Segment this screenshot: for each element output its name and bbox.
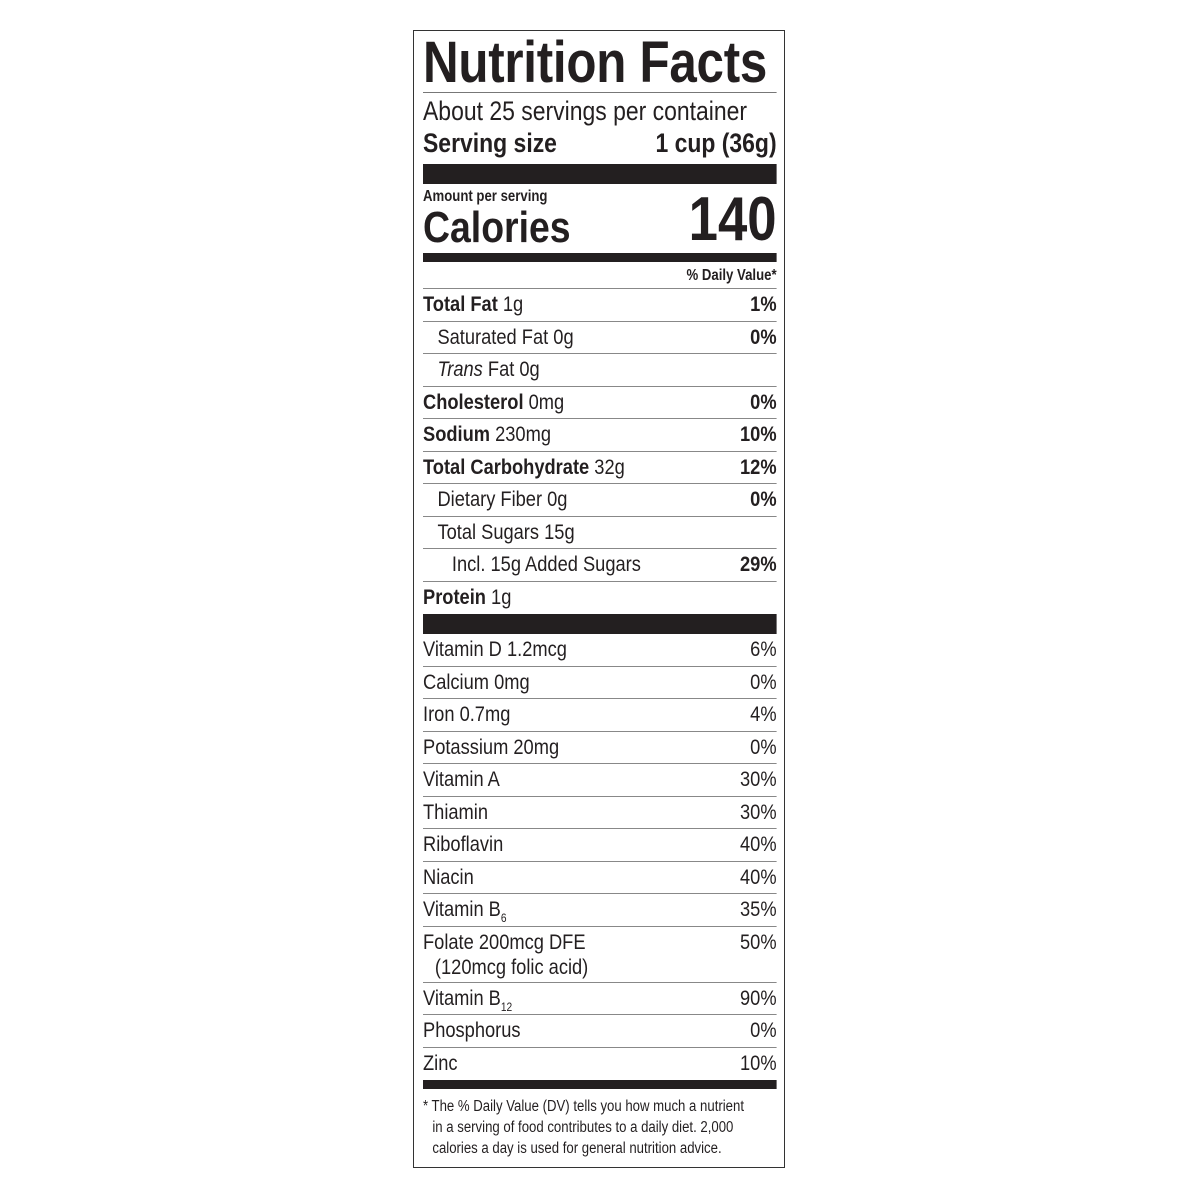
vitamin-row: Vitamin A 30% — [423, 764, 777, 797]
nutrient-name: Total Carbohydrate — [423, 454, 590, 479]
vitamin-dv: 40% — [740, 864, 777, 889]
vitamin-dv: 10% — [740, 1051, 777, 1076]
footnote-line: in a serving of food contributes to a da… — [432, 1119, 734, 1136]
nutrient-name: Saturated Fat — [437, 324, 549, 349]
vitamin-row: Calcium 0mg 0% — [423, 667, 777, 699]
nutrient-name: Dietary Fiber — [437, 487, 543, 512]
vitamin-row: Thiamin 30% — [423, 797, 777, 829]
vitamin-dv: 0% — [750, 734, 777, 759]
vitamin-name: Vitamin B — [423, 985, 501, 1010]
calories-row: Amount per serving Calories 140 — [423, 188, 777, 251]
nutrient-amount: 0mg — [528, 389, 565, 414]
nutrient-row: Trans Fat 0g — [423, 354, 777, 387]
vitamin-dv: 4% — [750, 702, 777, 727]
vitamin-row: Niacin 40% — [423, 862, 777, 894]
nutrient-row: Total Carbohydrate 32g 12% — [423, 452, 777, 484]
calories-value: 140 — [688, 185, 777, 254]
vitamin-name: Niacin — [423, 864, 474, 889]
servings-per-container: About 25 servings per container — [423, 96, 748, 126]
vitamin-row: Vitamin B12 90% — [423, 983, 777, 1015]
vitamin-name: Vitamin D 1.2mcg — [423, 637, 567, 662]
footnote-line: calories a day is used for general nutri… — [432, 1140, 722, 1157]
vitamin-name: Vitamin A — [423, 767, 500, 792]
vitamin-dv: 50% — [740, 929, 777, 954]
nutrition-facts-label: Nutrition Facts About 25 servings per co… — [413, 30, 785, 1168]
vitamin-subscript: 6 — [500, 911, 507, 926]
nutrient-amount: 230mg — [495, 422, 551, 447]
thick-divider — [423, 614, 777, 634]
vitamin-name: Calcium 0mg — [423, 669, 530, 694]
nutrient-amount: 1g — [502, 292, 524, 317]
nutrient-row: Dietary Fiber 0g 0% — [423, 484, 777, 517]
medium-divider — [423, 253, 777, 262]
vitamin-row: Folate 200mcg DFE (120mcg folic acid) 50% — [423, 927, 777, 983]
nutrient-row: Cholesterol 0mg 0% — [423, 387, 777, 419]
footnote-line: * The % Daily Value (DV) tells you how m… — [423, 1098, 744, 1115]
serving-size: Serving size 1 cup (36g) — [423, 127, 777, 159]
vitamin-dv: 6% — [750, 637, 777, 662]
nutrient-name: Trans — [437, 357, 483, 382]
serving-size-value: 1 cup (36g) — [655, 128, 777, 158]
nutrient-row: Protein 1g — [423, 582, 777, 615]
vitamin-row: Vitamin B6 35% — [423, 894, 777, 927]
nutrient-dv: 12% — [740, 454, 777, 479]
vitamin-name: Zinc — [423, 1051, 458, 1076]
nutrient-amount: Fat 0g — [487, 357, 540, 382]
vitamin-dv: 90% — [740, 985, 777, 1010]
nutrient-name: Sodium — [423, 422, 491, 447]
nutrient-amount: 1g — [491, 585, 512, 610]
nutrient-dv: 0% — [750, 324, 777, 349]
nutrient-row: Total Sugars 15g — [423, 517, 777, 549]
nutrient-amount: 0g — [553, 324, 574, 349]
vitamin-name: Folate 200mcg DFE — [423, 929, 586, 954]
vitamin-row: Vitamin D 1.2mcg 6% — [423, 634, 777, 667]
vitamin-dv: 30% — [740, 799, 777, 824]
vitamin-dv: 40% — [740, 832, 777, 857]
vitamin-dv: 0% — [750, 1018, 777, 1043]
nutrient-dv: 29% — [740, 552, 777, 577]
vitamin-dv: 35% — [740, 897, 777, 922]
nutrient-name: Total Fat — [423, 292, 498, 317]
vitamin-row: Phosphorus 0% — [423, 1015, 777, 1048]
vitamin-row: Riboflavin 40% — [423, 829, 777, 862]
vitamin-dv: 0% — [750, 669, 777, 694]
nutrient-dv: 0% — [750, 389, 777, 414]
vitamin-note: (120mcg folic acid) — [434, 954, 589, 979]
nutrient-dv: 10% — [740, 422, 777, 447]
vitamin-name: Phosphorus — [423, 1018, 521, 1043]
nutrient-row: Saturated Fat 0g 0% — [423, 322, 777, 354]
nutrient-dv: 0% — [750, 487, 777, 512]
nutrient-amount: 0g — [547, 487, 568, 512]
nutrient-row: Incl. 15g Added Sugars 29% — [423, 549, 777, 582]
footnote: * The % Daily Value (DV) tells you how m… — [423, 1096, 777, 1159]
vitamin-name: Riboflavin — [423, 832, 504, 857]
vitamin-row: Iron 0.7mg 4% — [423, 699, 777, 732]
daily-value-header: % Daily Value* — [423, 264, 777, 289]
vitamin-name: Potassium 20mg — [423, 734, 560, 759]
nutrient-row: Sodium 230mg 10% — [423, 419, 777, 452]
vitamin-dv: 30% — [740, 767, 777, 792]
nutrient-name: Cholesterol — [423, 389, 524, 414]
thick-divider — [423, 164, 777, 184]
medium-divider — [423, 1080, 777, 1089]
vitamin-name: Vitamin B — [423, 897, 501, 922]
nutrient-amount: 15g — [544, 519, 575, 544]
nutrient-amount: 32g — [594, 454, 625, 479]
nutrient-name: Protein — [423, 585, 486, 610]
vitamin-row: Potassium 20mg 0% — [423, 732, 777, 764]
nutrient-dv: 1% — [750, 292, 777, 317]
nutrient-name: Incl. 15g Added Sugars — [451, 552, 641, 577]
nutrient-row: Total Fat 1g 1% — [423, 289, 777, 322]
vitamin-row: Zinc 10% — [423, 1048, 777, 1081]
label-title: Nutrition Facts — [423, 31, 777, 93]
vitamin-subscript: 12 — [500, 999, 513, 1014]
serving-size-label: Serving size — [423, 128, 557, 158]
amount-per-serving: Amount per serving — [423, 188, 548, 205]
vitamin-name: Thiamin — [423, 799, 488, 824]
nutrient-name: Total Sugars — [437, 519, 540, 544]
calories-label: Calories — [423, 203, 571, 252]
vitamin-name: Iron 0.7mg — [423, 702, 511, 727]
